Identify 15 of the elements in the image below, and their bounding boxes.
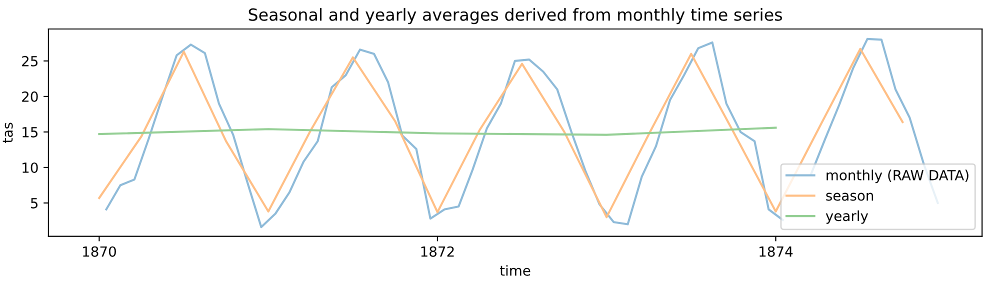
legend-label: yearly bbox=[826, 210, 868, 224]
legend-label: season bbox=[826, 192, 874, 201]
y-tick-label: 10 bbox=[22, 162, 38, 173]
x-tick-label: 1874 bbox=[760, 246, 793, 257]
y-tick-label: 20 bbox=[22, 91, 38, 102]
y-tick-label: 5 bbox=[30, 198, 38, 208]
line-series bbox=[98, 126, 777, 136]
y-tick-label: 15 bbox=[22, 127, 38, 138]
x-tick-label: 1872 bbox=[421, 246, 454, 257]
x-tick-label: 1870 bbox=[83, 246, 116, 257]
y-axis-title: tas bbox=[2, 122, 13, 143]
chart-title: Seasonal and yearly averages derived from monthly time series bbox=[248, 8, 782, 24]
x-axis-title: time bbox=[500, 265, 530, 276]
y-tick-label: 25 bbox=[22, 56, 38, 66]
legend-label: monthly (RAW DATA) bbox=[826, 170, 968, 184]
